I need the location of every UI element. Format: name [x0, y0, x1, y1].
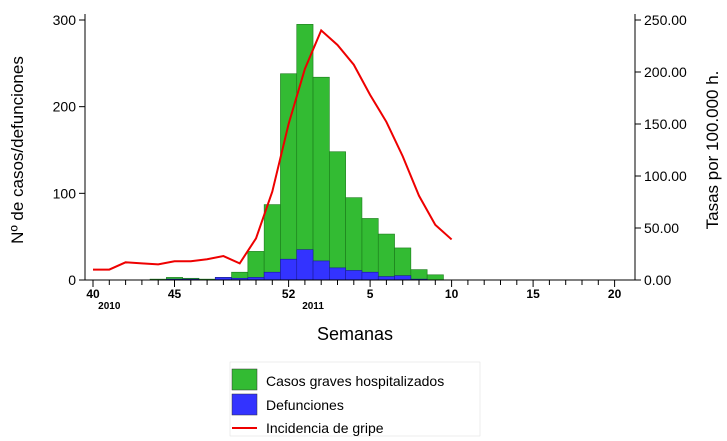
death-bar	[312, 260, 330, 281]
hospitalized-bar	[410, 269, 428, 281]
axes: 0 100 200 300 0.00 50.00 100.00 150.00 200.00 250…	[53, 12, 687, 312]
y-axis-title: Nº de casos/defunciones	[8, 56, 27, 244]
y2-tick-label: 250.00	[644, 12, 687, 28]
death-bar	[263, 271, 281, 281]
x-axis-title: Semanas	[317, 324, 393, 344]
hospitalized-bar	[329, 151, 346, 281]
hospitalized-bar	[263, 204, 281, 281]
y2-axis-title: Tasas por 100.000 h.	[703, 71, 722, 230]
hospitalized-bar	[394, 247, 412, 281]
y2-tick-label: 0.00	[644, 272, 671, 288]
year-label: 2010	[98, 301, 121, 312]
x-tick-label: 10	[445, 287, 459, 301]
incidence-line	[93, 28, 453, 271]
year-label: 2011	[302, 301, 324, 312]
death-bar	[377, 276, 395, 281]
death-bar	[361, 271, 379, 281]
x-tick-label: 5	[367, 287, 374, 301]
hospitalized-bar	[312, 76, 330, 281]
hospitalized-bar	[361, 218, 379, 281]
y2-tick-label: 200.00	[644, 64, 687, 80]
legend-label-incidence: Incidencia de gripe	[266, 420, 384, 436]
death-bar	[394, 275, 412, 281]
legend: Casos graves hospitalizados Defunciones …	[229, 361, 481, 437]
legend-label-deaths: Defunciones	[266, 397, 344, 413]
hospitalized-bar	[247, 251, 265, 281]
y-tick-label: 300	[53, 12, 77, 28]
y2-tick-label: 150.00	[644, 116, 687, 132]
hospitalized-bar	[296, 24, 314, 281]
y2-tick-label: 100.00	[644, 168, 687, 184]
hospitalized-bars	[149, 24, 444, 281]
death-bar	[329, 267, 346, 281]
x-tick-label: 40	[86, 287, 100, 301]
x-tick-label: 20	[608, 287, 622, 301]
legend-swatch-deaths	[231, 393, 258, 416]
death-bar	[280, 258, 298, 281]
x-tick-label: 52	[282, 287, 296, 301]
hospitalized-bar	[345, 197, 363, 281]
y-tick-label: 200	[53, 99, 77, 115]
death-bar	[296, 249, 314, 281]
legend-label-hospitalized: Casos graves hospitalizados	[266, 373, 444, 389]
hospitalized-bar	[426, 274, 444, 281]
y2-tick-label: 50.00	[644, 220, 679, 236]
death-bar	[345, 270, 363, 281]
legend-swatch-hospitalized	[231, 368, 258, 391]
x-tick-label: 45	[168, 287, 182, 301]
y-tick-label: 100	[53, 185, 77, 201]
hospitalized-bar	[377, 233, 395, 281]
x-tick-label: 15	[526, 287, 540, 301]
y-tick-label: 0	[68, 272, 76, 288]
